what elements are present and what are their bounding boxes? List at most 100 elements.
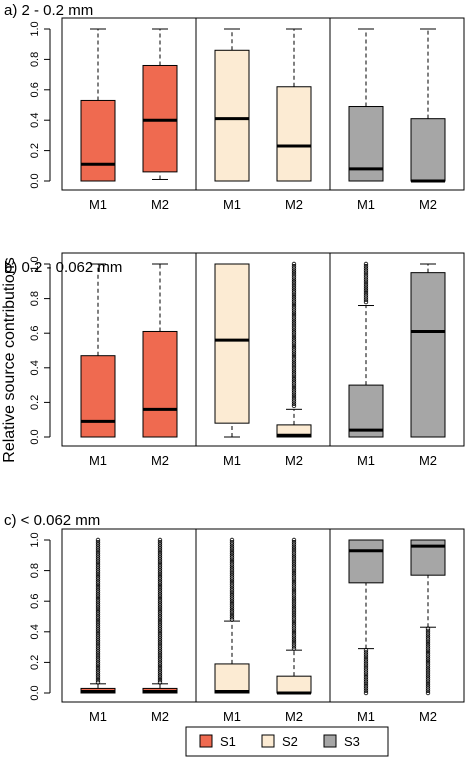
outlier-point [291, 381, 297, 386]
y-tick-label: 0.8 [29, 563, 41, 578]
outlier-point [95, 680, 101, 685]
outlier-point [291, 348, 297, 353]
box-S3-M1 [348, 28, 384, 182]
outlier-point [157, 557, 163, 562]
x-tick-label: M1 [89, 197, 107, 212]
outlier-point [95, 557, 101, 562]
outlier-point [157, 539, 163, 545]
outlier-point [291, 301, 297, 307]
outlier-point [95, 539, 101, 545]
outlier-point [425, 684, 431, 689]
y-tick-label: 0.4 [29, 113, 41, 128]
outlier-point [157, 577, 163, 582]
outlier-point [95, 568, 101, 573]
x-tick-label: M2 [419, 197, 437, 212]
outlier-point [95, 660, 101, 665]
outlier-point [291, 321, 297, 327]
outlier-point [363, 268, 369, 273]
outlier-point [363, 677, 369, 682]
outlier-point [157, 575, 163, 580]
outlier-point [425, 626, 431, 631]
outlier-point [157, 544, 163, 549]
outlier-point [291, 370, 297, 375]
outlier-point [425, 644, 431, 649]
outlier-point [229, 606, 235, 611]
outlier-point [291, 635, 297, 640]
x-tick-label: M2 [285, 453, 303, 468]
outlier-point [95, 601, 101, 606]
outlier-point [363, 264, 369, 269]
outlier-point [157, 546, 163, 551]
outlier-point [229, 612, 235, 618]
box-iqr [142, 330, 178, 438]
outlier-point [291, 551, 297, 556]
panel-1: b) 0.2 - 0.062 mm 0.0 0.2 0.4 0.6 0.8 1.0 M1 M2 M… [4, 252, 465, 468]
outlier-point [291, 290, 297, 296]
x-tick-label: M2 [151, 197, 169, 212]
y-tick-label: 0.8 [29, 291, 41, 306]
x-tick-label: M2 [419, 453, 437, 468]
outlier-point [425, 675, 431, 680]
outlier-point [363, 665, 369, 671]
outlier-point [95, 669, 101, 674]
outlier-point [95, 618, 101, 624]
outlier-point [291, 264, 297, 269]
outlier-point [291, 277, 297, 282]
x-tick-label: M2 [151, 453, 169, 468]
y-tick-label: 1.0 [29, 532, 41, 547]
y-tick-label: 0.2 [29, 395, 41, 410]
outlier-point [291, 359, 297, 364]
outlier-point [95, 612, 101, 617]
y-tick-label: 0.0 [29, 685, 41, 700]
outlier-point [95, 649, 101, 654]
outlier-point [291, 599, 297, 605]
box-S1-M1 [80, 28, 116, 182]
outlier-point [291, 286, 297, 291]
outlier-point [291, 306, 297, 311]
outlier-point [425, 668, 431, 674]
outlier-point [95, 658, 101, 663]
outlier-point [291, 372, 297, 378]
outlier-point [95, 629, 101, 635]
outlier-point [291, 571, 297, 576]
outlier-point [157, 572, 163, 578]
outlier-point [291, 363, 297, 369]
x-tick-label: M2 [419, 709, 437, 724]
outlier-point [291, 379, 297, 384]
outlier-point [95, 605, 101, 611]
outlier-point [425, 655, 431, 660]
panel-title: c) < 0.062 mm [4, 512, 100, 529]
outlier-point [157, 592, 163, 597]
outlier-point [95, 585, 101, 591]
x-tick-label: M1 [357, 197, 375, 212]
outlier-point [95, 592, 101, 597]
outlier-point [291, 403, 297, 409]
outlier-point [363, 661, 369, 666]
y-tick-label: 0.2 [29, 655, 41, 670]
outlier-point [291, 544, 297, 549]
outlier-point [95, 671, 101, 676]
outlier-point [291, 575, 297, 580]
y-tick-label: 0.8 [29, 52, 41, 67]
outlier-point [291, 266, 297, 271]
legend-swatch-S3 [323, 734, 337, 748]
outlier-point [157, 625, 163, 630]
x-tick-label: M2 [151, 709, 169, 724]
panel-0: a) 2 - 0.2 mm 0.0 0.2 0.4 0.6 0.8 1.0 M1 M2 M1 M2 M… [4, 2, 465, 212]
outlier-point [291, 343, 297, 349]
outlier-point [95, 548, 101, 554]
outlier-point [291, 591, 297, 596]
outlier-point [157, 638, 163, 643]
outlier-point [363, 270, 369, 276]
outlier-point [95, 634, 101, 639]
box-S3-M2 [410, 263, 446, 438]
outlier-point [291, 268, 297, 273]
outlier-point [291, 392, 297, 397]
outlier-point [291, 317, 297, 322]
x-tick-label: M1 [223, 197, 241, 212]
outlier-point [157, 647, 163, 652]
outlier-point [157, 564, 163, 569]
y-tick-label: 0.4 [29, 624, 41, 639]
outlier-point [425, 688, 431, 693]
outlier-point [291, 292, 297, 298]
